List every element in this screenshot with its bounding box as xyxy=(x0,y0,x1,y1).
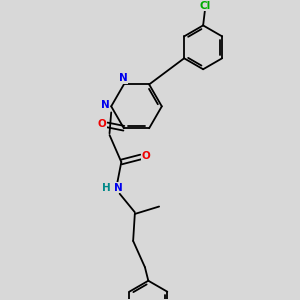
Text: N: N xyxy=(101,100,110,110)
Text: O: O xyxy=(98,119,106,129)
Text: N: N xyxy=(119,74,128,83)
Text: Cl: Cl xyxy=(199,1,210,11)
Text: O: O xyxy=(141,151,150,161)
Text: H: H xyxy=(102,183,111,193)
Text: N: N xyxy=(114,183,122,193)
